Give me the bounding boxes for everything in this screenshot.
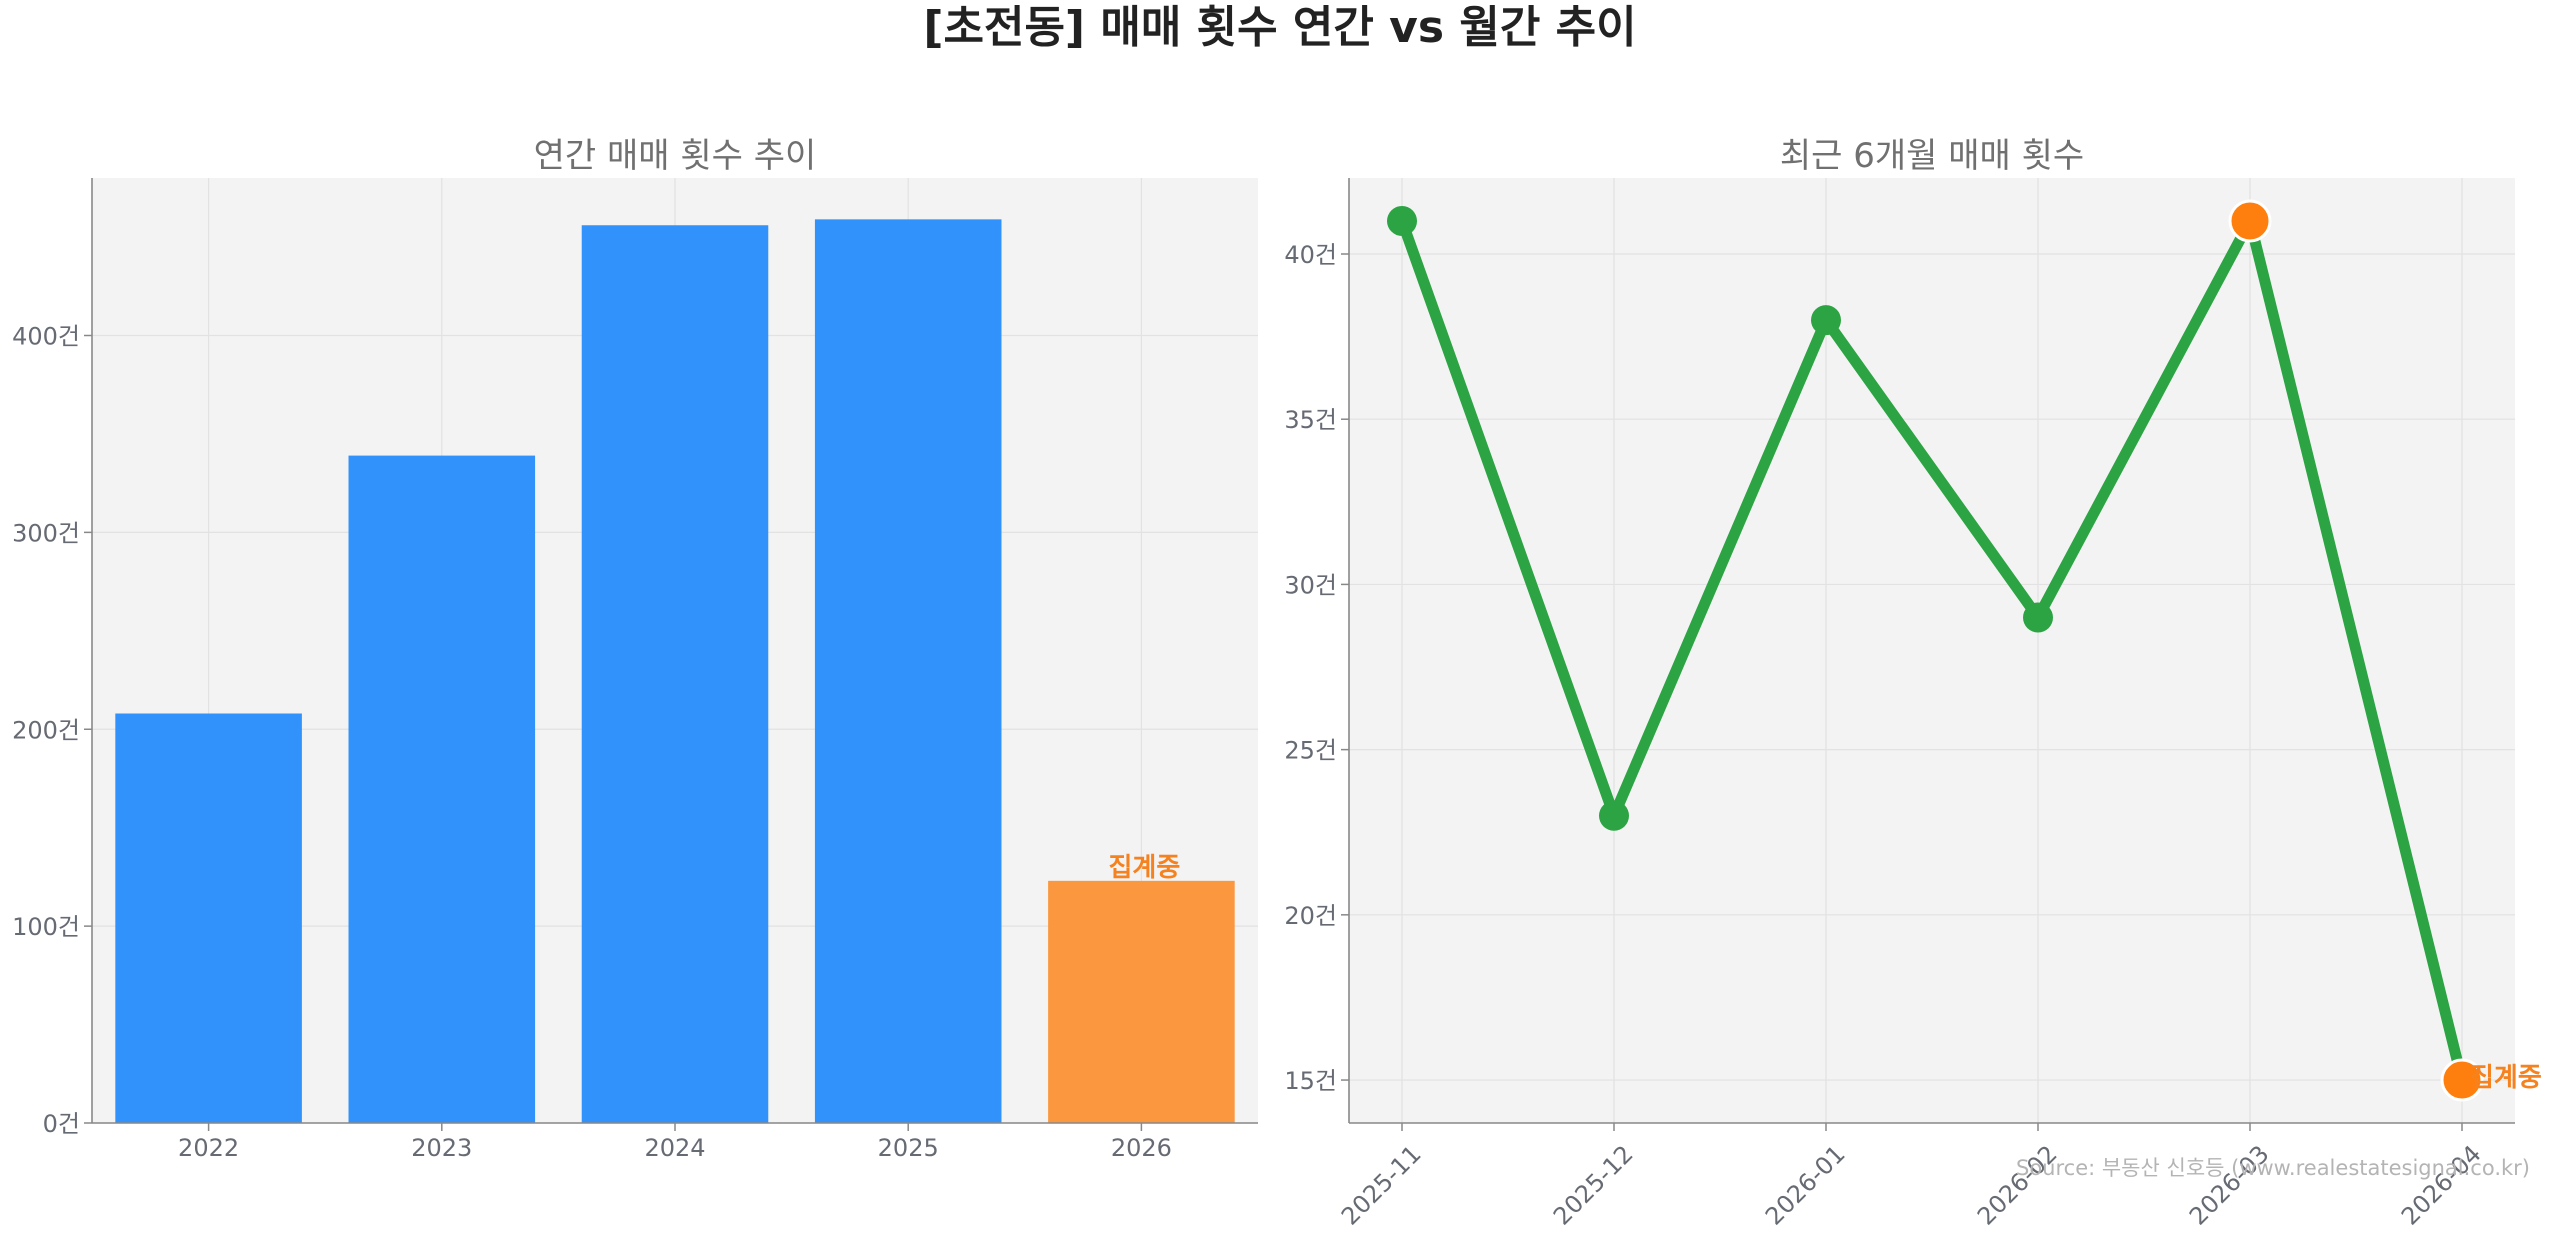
bar-2024 <box>581 225 769 1123</box>
bar-2025 <box>814 219 1002 1123</box>
line-gridlines <box>1349 178 2515 1123</box>
line-xtick-label: 2025-11 <box>1336 1140 1427 1231</box>
line-xtick-label: 2026-02 <box>1972 1140 2063 1231</box>
bar-ytick-label: 100건 <box>12 913 80 941</box>
line-point <box>1387 205 1417 236</box>
bar-xtick-label: 2022 <box>178 1134 239 1162</box>
bar-2022 <box>115 713 302 1123</box>
line-ytick-label: 20건 <box>1284 902 1337 930</box>
line-ytick-label: 15건 <box>1284 1067 1337 1095</box>
bar-ytick-label: 400건 <box>12 323 80 351</box>
line-ytick-label: 35건 <box>1284 406 1337 434</box>
line-path <box>1396 205 2468 1082</box>
line-series: 집계중 <box>1387 199 2542 1102</box>
line-plot-area <box>1349 178 2515 1123</box>
line-xtick-label: 2026-01 <box>1760 1140 1851 1231</box>
figure-title: [초전동] 매매 횟수 연간 vs 월간 추이 <box>923 2 1636 53</box>
line-point <box>2023 602 2053 633</box>
bar-xtick-label: 2025 <box>878 1134 939 1162</box>
line-xtick-label: 2025-12 <box>1548 1140 1639 1231</box>
line-point <box>1811 305 1841 336</box>
bar-ytick-label: 200건 <box>12 716 80 744</box>
line-point-highlight <box>2440 1058 2484 1102</box>
bar-series: 집계중 <box>115 219 1235 1123</box>
line-xtick-label: 2026-03 <box>2184 1140 2275 1231</box>
bar-2026 <box>1048 880 1235 1123</box>
bar-tick-labels: 0건 100건 200건 300건 400건 2022 2023 2024 2025 2026 <box>12 323 1172 1163</box>
bar-chart-title: 연간 매매 횟수 추이 <box>534 136 817 176</box>
line-ytick-label: 30건 <box>1284 571 1337 599</box>
line-ytick-label: 40건 <box>1284 241 1337 269</box>
bar-xtick-label: 2024 <box>644 1134 705 1162</box>
line-annotation: 집계중 <box>2470 1063 2542 1093</box>
monthly-line-chart: 집계중 15건 20건 25건 30건 35건 40건 2025-11 2025-12 2026… <box>1284 136 2541 1231</box>
bar-xtick-label: 2023 <box>411 1134 472 1162</box>
line-point-highlight <box>2228 199 2272 243</box>
source-note: Source: 부동산 신호등 (www.realestatesignal.co… <box>2016 1156 2530 1180</box>
line-xtick-label: 2026-04 <box>2396 1140 2487 1231</box>
annual-bar-chart: 집계중 0건 100건 200건 300건 400건 2022 2023 2024 2025 20… <box>12 136 1258 1162</box>
bar-xtick-label: 2026 <box>1111 1134 1172 1162</box>
bar-annotation: 집계중 <box>1109 853 1181 883</box>
line-chart-title: 최근 6개월 매매 횟수 <box>1780 136 2084 176</box>
line-point <box>1599 800 1629 831</box>
bar-ytick-label: 300건 <box>12 519 80 547</box>
bar-2023 <box>348 455 536 1123</box>
bar-ytick-label: 0건 <box>43 1110 80 1138</box>
line-ytick-label: 25건 <box>1284 737 1337 765</box>
